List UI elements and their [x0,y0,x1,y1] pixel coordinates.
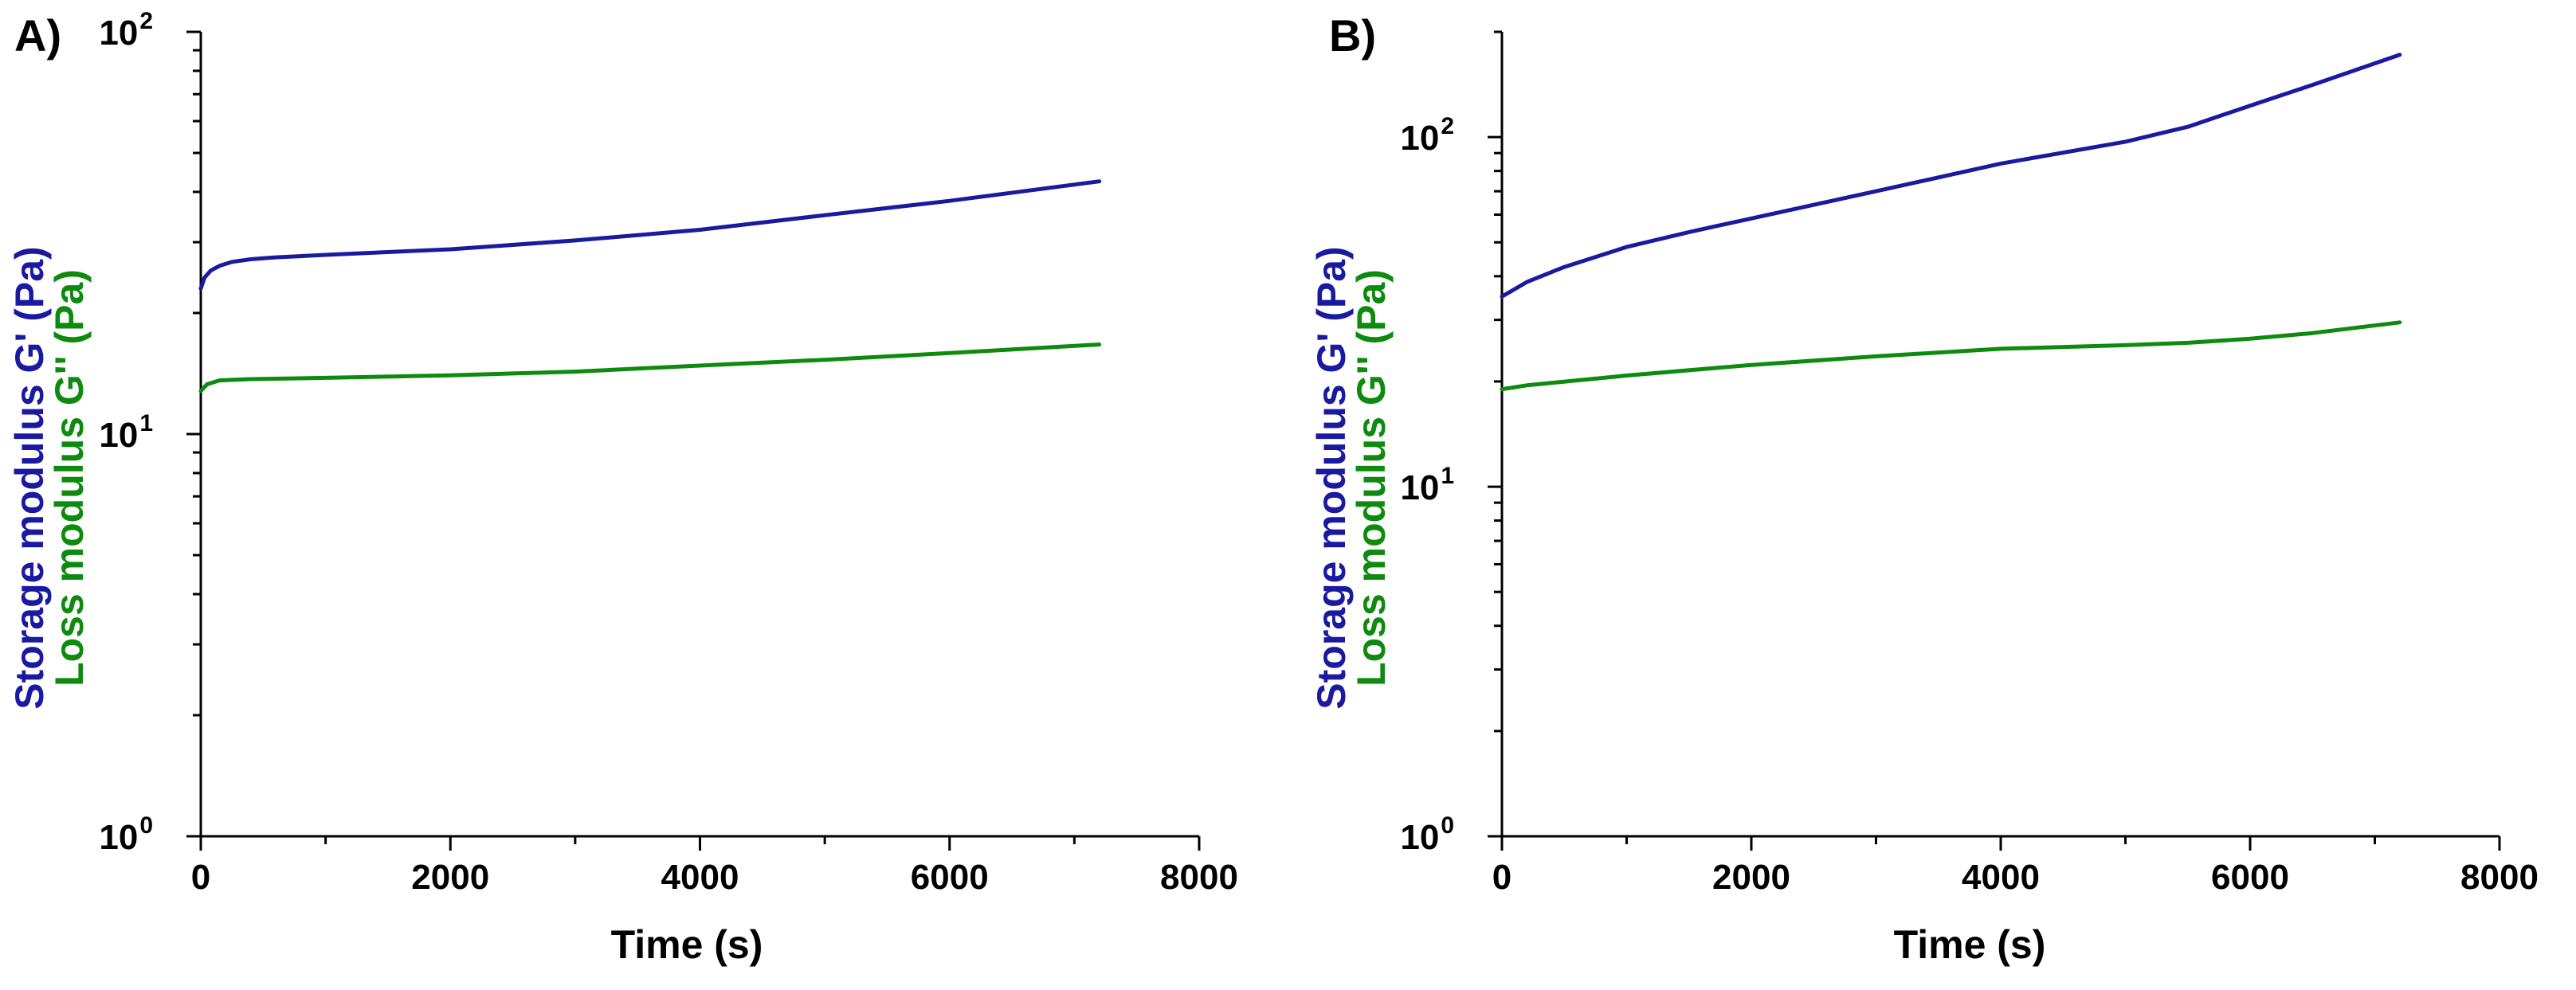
y-tick-exponent-b: 0 [1441,812,1454,839]
x-axis-title-a: Time (s) [611,922,763,967]
x-tick-label-b: 0 [1492,858,1511,897]
loss-modulus-line-b [1500,320,2402,392]
x-tick-label-a: 6000 [911,858,989,897]
x-tick-label-b: 6000 [2211,858,2289,897]
y-tick-exponent-b: 1 [1441,463,1454,489]
y-axis-title-storage-b: Storage modulus G' (Pa) [1309,246,1354,709]
y-tick-exponent-a: 1 [139,410,153,436]
x-tick-label-b: 8000 [2460,858,2539,897]
storage-modulus-line-b [1500,53,2402,299]
y-tick-exponent-a: 0 [139,812,153,839]
y-tick-label-a: 102 [99,8,153,53]
panel-label-b: B) [1329,10,1376,61]
panel-a: A) Storage modulus G' (Pa) Loss modulus … [7,8,1238,967]
panel-label-a: A) [14,10,61,61]
y-tick-exponent-b: 2 [1441,113,1454,139]
y-axis-title-loss-a: Loss modulus G'' (Pa) [47,269,92,687]
x-tick-label-b: 4000 [1962,858,2040,897]
y-tick-label-b: 102 [1400,113,1454,158]
x-axis-title-b: Time (s) [1894,922,2046,967]
y-axis-title-storage-a: Storage modulus G' (Pa) [7,246,52,709]
x-tick-label-b: 2000 [1712,858,1790,897]
storage-modulus-line-a [198,179,1102,291]
y-tick-label-a: 100 [99,812,153,857]
y-tick-label-b: 100 [1400,812,1454,857]
y-tick-label-a: 101 [99,410,153,455]
y-axis-title-loss-b: Loss modulus G'' (Pa) [1349,269,1394,687]
y-tick-label-b: 101 [1400,463,1454,507]
x-tick-label-a: 0 [191,858,210,897]
y-tick-exponent-a: 2 [139,8,153,34]
x-tick-label-a: 8000 [1160,858,1238,897]
x-tick-label-a: 2000 [411,858,489,897]
x-tick-label-a: 4000 [661,858,739,897]
panel-b: B) Storage modulus G' (Pa) Loss modulus … [1309,10,2539,967]
loss-modulus-line-a [198,342,1102,393]
